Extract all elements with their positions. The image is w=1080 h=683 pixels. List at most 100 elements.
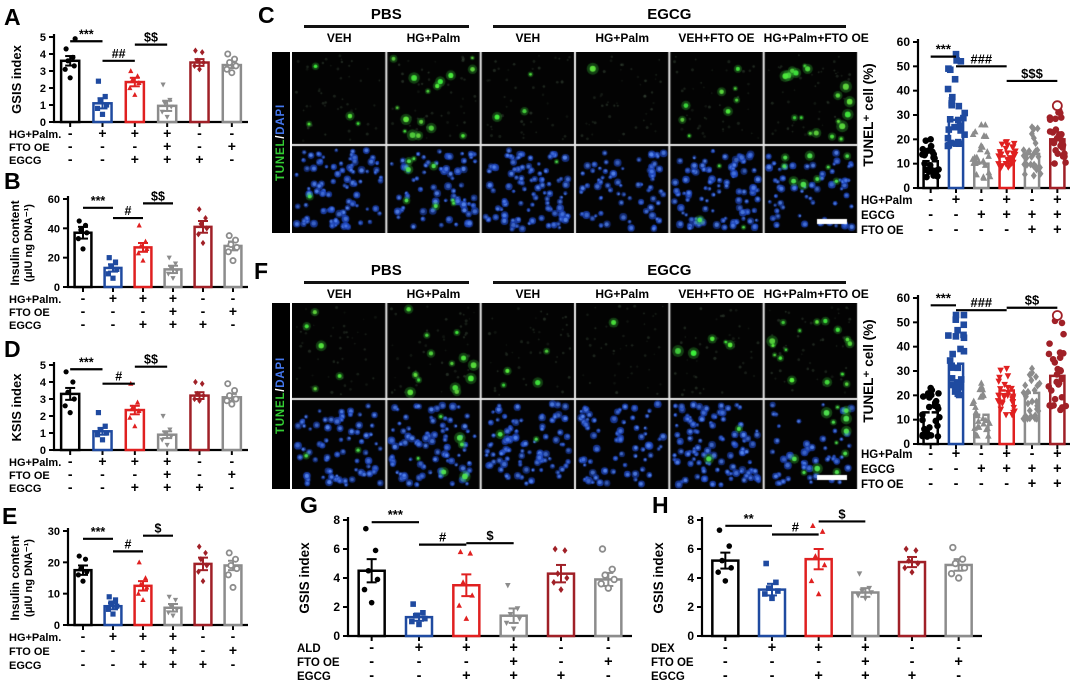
scatter-point	[224, 380, 232, 388]
scatter-point	[368, 599, 375, 606]
scatter-point	[199, 49, 205, 56]
scatter-point	[72, 36, 78, 42]
scatter-point	[170, 613, 176, 619]
condition-value: -	[606, 640, 611, 656]
scatter-point	[200, 239, 206, 247]
scatter-point	[162, 430, 168, 436]
scatter-point	[947, 569, 956, 578]
scatter-point	[105, 271, 111, 277]
scatter-point	[974, 432, 981, 439]
condition-value: +	[195, 479, 203, 495]
condition-value: -	[369, 668, 374, 683]
scatter-point	[97, 427, 103, 433]
condition-value: +	[199, 656, 207, 672]
scatter-point	[773, 579, 779, 586]
condition-row-label: FTO OE	[861, 479, 904, 491]
scatter-point	[948, 381, 956, 389]
condition-row-label: EGCG	[861, 210, 895, 222]
condition-matrix: HG+Palm - + - + - +EGCG - - + + + +FTO OE - - - - + +	[861, 446, 1062, 492]
condition-value: -	[954, 207, 959, 223]
scatter-point	[160, 413, 166, 419]
scatter-point	[601, 571, 609, 579]
significance-brackets: ** # $	[725, 506, 866, 536]
scatter-point	[995, 392, 1002, 400]
significance-label: #	[439, 530, 447, 545]
treatment-group-header: EGCG	[647, 262, 692, 279]
scatter-point	[977, 142, 985, 149]
condition-row-label: EGCG	[9, 320, 41, 332]
group-header-underline	[304, 281, 469, 284]
scatter-points	[75, 543, 241, 619]
condition-value: -	[1004, 476, 1009, 492]
scatter-point	[1002, 412, 1010, 419]
scatter-point	[1061, 150, 1068, 157]
significance-label: ***	[79, 355, 94, 369]
scatter-point	[1004, 156, 1012, 164]
scatter-point	[129, 404, 136, 410]
condition-value: -	[68, 453, 73, 469]
axes: 0 2 4 6 8	[687, 513, 982, 643]
condition-value: +	[131, 479, 139, 495]
scatter-point	[224, 50, 232, 58]
condition-value: +	[462, 668, 470, 683]
scatter-point	[226, 392, 234, 400]
scatter-point	[232, 555, 240, 563]
condition-value: -	[979, 446, 984, 462]
scatter-point	[1033, 163, 1040, 171]
scatter-point	[225, 232, 233, 240]
scatter-point	[975, 423, 983, 430]
significance-label: ***	[936, 42, 952, 57]
condition-row-label: EGCG	[9, 155, 41, 167]
scatter-point	[224, 248, 232, 256]
scatter-point	[457, 548, 464, 555]
condition-value: -	[100, 151, 105, 167]
scatter-point	[95, 78, 102, 84]
scatter-point	[1010, 140, 1018, 148]
scatter-point	[555, 570, 561, 578]
condition-value: +	[1002, 461, 1010, 477]
y-tick-label: 0	[54, 282, 60, 294]
chart-text: TUNEL⁺ cell (%)	[861, 63, 876, 166]
scatter-point	[946, 116, 954, 123]
scatter-point	[70, 54, 76, 60]
scatter-point	[952, 50, 960, 58]
scatter-point	[932, 397, 940, 405]
condition-value: -	[928, 461, 933, 477]
scatter-point	[610, 575, 618, 584]
scatter-point	[129, 76, 136, 82]
condition-value: -	[956, 668, 961, 683]
scatter-point	[715, 569, 721, 575]
scatter-point	[1048, 387, 1055, 394]
condition-value: -	[928, 207, 933, 223]
condition-value: -	[464, 654, 469, 670]
scatter-point	[1051, 310, 1063, 321]
scatter-point	[946, 66, 954, 74]
chart-text: (μIU ng DNA⁻¹)	[23, 204, 35, 282]
y-tick-label: 4	[40, 49, 47, 61]
scatter-point	[142, 238, 149, 244]
scatter-point	[199, 380, 205, 387]
condition-value: +	[977, 461, 985, 477]
scatter-point	[946, 357, 954, 364]
scatter-point	[231, 387, 239, 395]
y-tick-label: 10	[897, 157, 911, 171]
y-axis-label: Insulin content (μIU ng DNA⁻¹)	[8, 535, 35, 620]
panel-c-image-headers: PBS EGCG VEH HG+Palm VEH HG+Palm VEH+FTO OE HG+…	[292, 6, 869, 52]
scatter-point	[762, 591, 768, 597]
scatter-point	[855, 593, 861, 599]
condition-value: +	[1028, 222, 1036, 238]
scatter-point	[374, 576, 381, 583]
scatter-point	[1047, 402, 1055, 410]
scatter-point	[972, 403, 979, 410]
condition-value: -	[197, 138, 202, 154]
scatter-point	[1062, 159, 1069, 166]
scatter-point	[76, 553, 82, 559]
condition-value: -	[723, 654, 728, 670]
significance-brackets: *** # $$	[70, 353, 168, 385]
condition-value: -	[770, 668, 775, 683]
scatter-point	[1004, 392, 1012, 399]
scatter-point	[1024, 414, 1031, 423]
condition-matrix: ALD - + + + - -FTO OE - - - + - +EGCG - - + + + -	[297, 640, 613, 683]
panel-label-e: E	[2, 503, 18, 529]
scatter-point	[164, 442, 170, 448]
